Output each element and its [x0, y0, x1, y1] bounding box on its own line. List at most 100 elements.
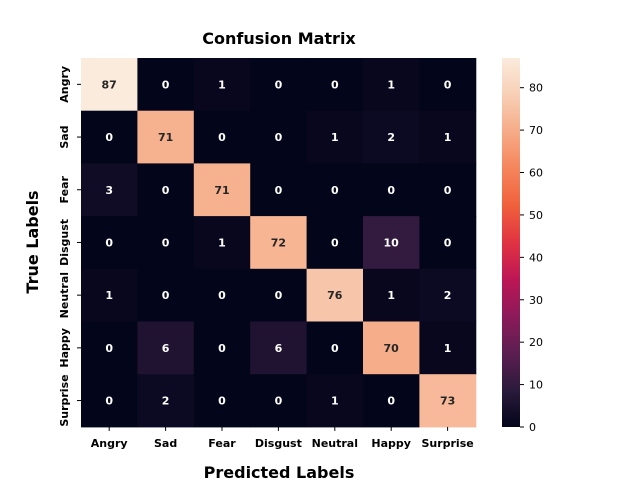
- cell-value-label: 6: [275, 342, 283, 355]
- cell-value-label: 87: [102, 78, 117, 91]
- heatmap-cell: [193, 374, 251, 428]
- x-tick-labels: Angry Sad Fear Disgust Neutral Happy Surprise: [91, 426, 474, 450]
- cell-value-label: 0: [275, 131, 283, 144]
- heatmap-cell: [250, 321, 308, 375]
- heatmap-cell: [363, 321, 420, 375]
- heatmap-cell: [193, 216, 251, 270]
- colorbar-tick-label: 80: [529, 82, 543, 95]
- cell-value-label: 0: [275, 78, 283, 91]
- x-tick-label: Fear: [208, 437, 236, 450]
- heatmap-cell: [81, 110, 138, 164]
- cell-value-label: 1: [444, 131, 452, 144]
- cell-value-label: 71: [214, 184, 229, 197]
- cell-value-label: 0: [275, 184, 283, 197]
- cell-value-label: 10: [384, 236, 400, 249]
- heatmap-cell: [81, 216, 138, 270]
- heatmap-cell: [250, 58, 308, 112]
- cell-value-label: 1: [105, 289, 113, 302]
- cell-value-label: 0: [444, 236, 452, 249]
- cell-value-label: 0: [105, 342, 113, 355]
- heatmap-cell: [363, 58, 420, 112]
- cell-value-label: 1: [331, 131, 339, 144]
- heatmap-cell: [419, 321, 477, 375]
- cell-value-label: 0: [387, 395, 395, 408]
- x-tick-label: Happy: [371, 437, 411, 450]
- colorbar: [502, 58, 520, 427]
- cell-value-label: 72: [271, 236, 286, 249]
- heatmap-cell: [363, 374, 420, 428]
- cell-value-label: 1: [387, 78, 395, 91]
- heatmap-cell: [363, 216, 420, 270]
- heatmap-cell: [81, 321, 138, 375]
- heatmap-cell: [137, 321, 195, 375]
- heatmap-cell: [193, 163, 251, 217]
- colorbar-tick-label: 60: [529, 167, 543, 180]
- cell-value-label: 0: [218, 289, 226, 302]
- colorbar-ticks: 0 10 20 30 40 50 60 70 80: [520, 82, 543, 434]
- heatmap-cell: [137, 374, 195, 428]
- heatmap-cell: [419, 374, 477, 428]
- x-tick-label: Angry: [91, 437, 128, 450]
- heatmap-cell: [250, 268, 308, 322]
- heatmap-cell: [306, 321, 364, 375]
- cell-value-label: 0: [162, 78, 170, 91]
- heatmap-cell: [193, 110, 251, 164]
- cell-value-label: 0: [218, 342, 226, 355]
- colorbar-tick-label: 10: [529, 379, 543, 392]
- cell-value-label: 70: [384, 342, 400, 355]
- heatmap-cell: [193, 321, 251, 375]
- heatmap-cell: [419, 268, 477, 322]
- colorbar-tick-label: 50: [529, 209, 543, 222]
- cell-value-label: 0: [331, 78, 339, 91]
- y-tick-label: Neutral: [58, 272, 71, 318]
- cell-value-label: 0: [387, 184, 395, 197]
- heatmap-cell: [250, 374, 308, 428]
- heatmap-cell: [250, 216, 308, 270]
- heatmap-cell: [250, 110, 308, 164]
- cell-value-label: 0: [162, 289, 170, 302]
- cell-value-label: 0: [162, 184, 170, 197]
- cell-value-label: 0: [331, 184, 339, 197]
- heatmap-cell: [306, 58, 364, 112]
- colorbar-tick-label: 20: [529, 336, 543, 349]
- cell-value-label: 1: [387, 289, 395, 302]
- cell-value-label: 76: [327, 289, 343, 302]
- heatmap-cell: [419, 216, 477, 270]
- cell-value-label: 0: [331, 236, 339, 249]
- y-tick-label: Fear: [58, 175, 71, 203]
- y-tick-label: Disgust: [58, 219, 71, 266]
- cell-value-label: 0: [444, 184, 452, 197]
- heatmap-cell: [363, 268, 420, 322]
- x-tick-label: Disgust: [255, 437, 302, 450]
- cell-value-label: 2: [444, 289, 452, 302]
- cell-value-label: 2: [387, 131, 395, 144]
- y-tick-label: Surprise: [58, 374, 71, 426]
- cell-value-label: 1: [218, 236, 226, 249]
- heatmap-cell: [363, 110, 420, 164]
- x-tick-label: Sad: [154, 437, 177, 450]
- heatmap-cells: 87 0 1 0 0 1 00 71 0 0 1 2 13 0 71 0 0 0 00 0 1 72 0 10 01 0 0 0 76 1…: [81, 58, 477, 428]
- heatmap-cell: [81, 268, 138, 322]
- heatmap-cell: [137, 110, 195, 164]
- y-tick-label: Angry: [58, 66, 71, 103]
- heatmap-cell: [419, 163, 477, 217]
- y-tick-labels: Angry Sad Fear Disgust Neutral Happy Surprise: [58, 66, 81, 427]
- heatmap-cell: [306, 374, 364, 428]
- cell-value-label: 0: [331, 342, 339, 355]
- heatmap-cell: [363, 163, 420, 217]
- cell-value-label: 0: [218, 395, 226, 408]
- y-tick-label: Happy: [58, 328, 71, 368]
- heatmap-cell: [419, 58, 477, 112]
- heatmap-cell: [306, 163, 364, 217]
- colorbar-tick-label: 30: [529, 294, 543, 307]
- cell-value-label: 0: [275, 289, 283, 302]
- cell-value-label: 0: [105, 131, 113, 144]
- heatmap-cell: [419, 110, 477, 164]
- colorbar-tick-label: 40: [529, 251, 543, 264]
- cell-value-label: 0: [275, 395, 283, 408]
- cell-value-label: 3: [105, 184, 113, 197]
- heatmap-cell: [137, 216, 195, 270]
- cell-value-label: 0: [105, 236, 113, 249]
- heatmap-cell: [306, 216, 364, 270]
